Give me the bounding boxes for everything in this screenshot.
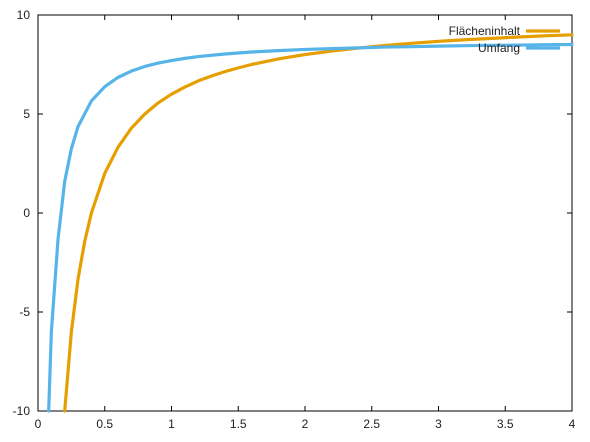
x-tick-label: 4 — [569, 417, 576, 431]
x-tick-label: 2 — [302, 417, 309, 431]
legend: Flächeninhalt Umfang — [449, 24, 560, 55]
y-tick-label: -10 — [13, 404, 31, 418]
series-line-2 — [47, 42, 574, 413]
ticks-layer: 0 0.5 1 1.5 2 2.5 3 3.5 4 -10 -5 0 5 10 — [13, 8, 576, 431]
x-tick-label: 3.5 — [497, 417, 514, 431]
x-tick-label: 2.5 — [363, 417, 380, 431]
series-line-1 — [63, 33, 574, 413]
x-tick-label: 1 — [168, 417, 175, 431]
x-tick-label: 0.5 — [96, 417, 113, 431]
plot-frame — [37, 14, 573, 412]
y-tick-label: 0 — [23, 206, 30, 220]
x-tick-label: 1.5 — [230, 417, 247, 431]
x-tick-label: 3 — [435, 417, 442, 431]
y-tick-label: 5 — [23, 107, 30, 121]
y-tick-label: -5 — [19, 305, 30, 319]
x-tick-label: 0 — [35, 417, 42, 431]
y-tick-label: 10 — [17, 8, 31, 22]
legend-label: Umfang — [478, 41, 520, 55]
series-layer — [47, 33, 574, 413]
legend-label: Flächeninhalt — [449, 24, 521, 38]
